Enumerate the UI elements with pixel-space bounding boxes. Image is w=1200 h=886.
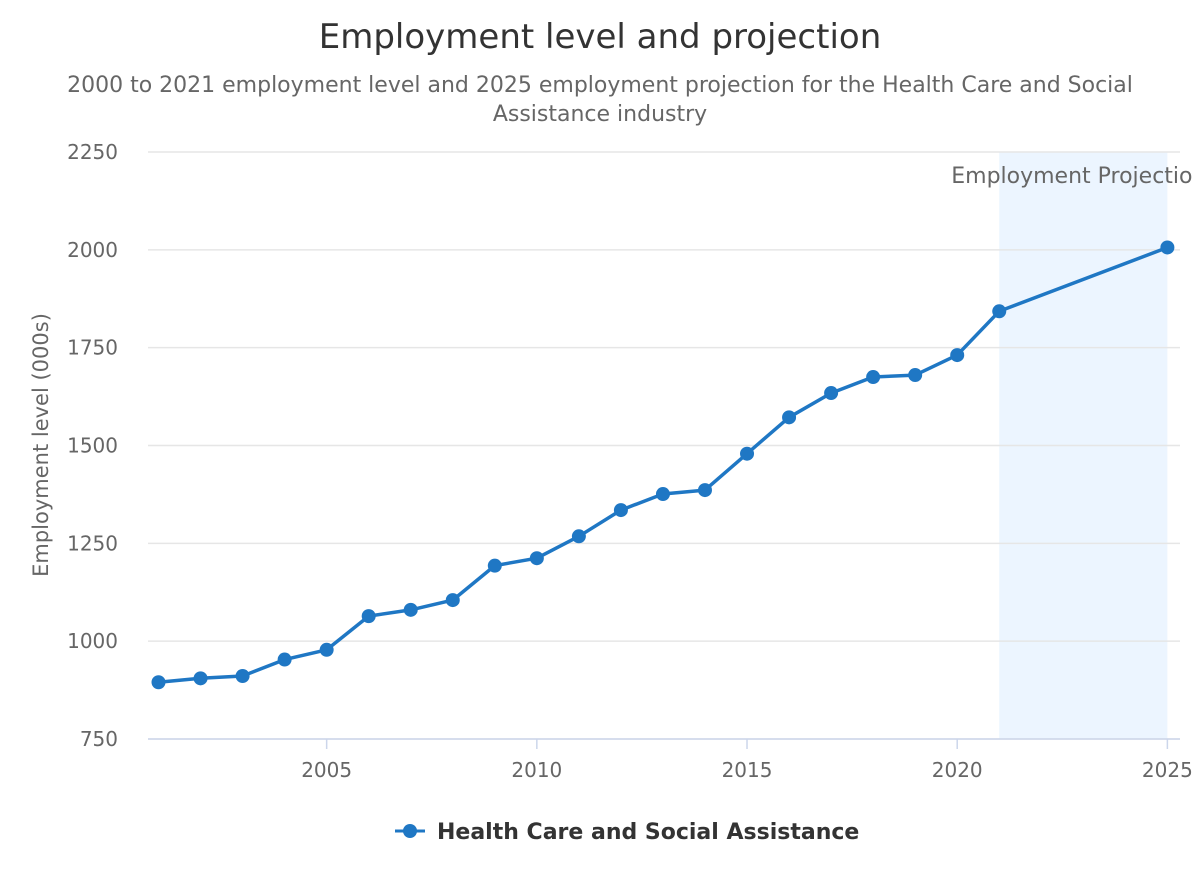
- series-layer: [151, 240, 1175, 690]
- x-tick-label-2010: 2010: [511, 758, 562, 782]
- data-point-2006[interactable]: [361, 609, 376, 624]
- data-point-2004[interactable]: [277, 652, 292, 667]
- data-point-2013[interactable]: [655, 487, 670, 502]
- chart-subtitle-line-1: 2000 to 2021 employment level and 2025 e…: [67, 73, 1133, 98]
- data-point-2017[interactable]: [824, 386, 839, 401]
- data-point-2001[interactable]: [151, 675, 166, 690]
- y-tick-label-2250: 2250: [67, 140, 118, 164]
- legend-label[interactable]: Health Care and Social Assistance: [437, 820, 859, 845]
- data-point-2014[interactable]: [697, 483, 712, 498]
- legend-marker-symbol: [403, 824, 417, 838]
- legend[interactable]: Health Care and Social Assistance: [395, 820, 859, 845]
- data-point-2016[interactable]: [782, 410, 797, 425]
- x-tick-label-2005: 2005: [301, 758, 352, 782]
- data-point-2008[interactable]: [445, 593, 460, 608]
- data-point-2025[interactable]: [1160, 240, 1175, 255]
- x-tick-label-2020: 2020: [932, 758, 983, 782]
- x-tick-label-2025: 2025: [1142, 758, 1193, 782]
- y-tick-label-1750: 1750: [67, 336, 118, 360]
- projection-band-label: Employment Projectio: [951, 164, 1192, 189]
- y-tick-label-1250: 1250: [67, 531, 118, 555]
- y-tick-label-750: 750: [80, 727, 118, 751]
- data-point-2021[interactable]: [992, 304, 1007, 319]
- x-tick-label-2015: 2015: [722, 758, 773, 782]
- data-point-2007[interactable]: [403, 602, 418, 617]
- chart-subtitle-line-2: Assistance industry: [493, 102, 707, 127]
- data-point-2005[interactable]: [319, 642, 334, 657]
- y-tick-label-2000: 2000: [67, 238, 118, 262]
- y-tick-label-1500: 1500: [67, 434, 118, 458]
- y-axis-label: Employment level (000s): [29, 313, 53, 577]
- data-point-2012[interactable]: [613, 503, 628, 518]
- data-point-2011[interactable]: [571, 529, 586, 544]
- data-point-2015[interactable]: [740, 446, 755, 461]
- data-point-2009[interactable]: [487, 558, 502, 573]
- data-point-2002[interactable]: [193, 671, 208, 686]
- axes: 750 1000 1250 1500 1750 2000 2250 2005 2010 2015 2…: [67, 140, 1193, 782]
- series-line-0: [158, 245, 1169, 685]
- data-point-2020[interactable]: [950, 348, 965, 363]
- chart-title: Employment level and projection: [319, 17, 882, 57]
- y-tick-label-1000: 1000: [67, 629, 118, 653]
- data-point-2003[interactable]: [235, 668, 250, 683]
- data-point-2010[interactable]: [529, 551, 544, 566]
- data-point-2019[interactable]: [908, 368, 923, 383]
- data-point-2018[interactable]: [866, 370, 881, 385]
